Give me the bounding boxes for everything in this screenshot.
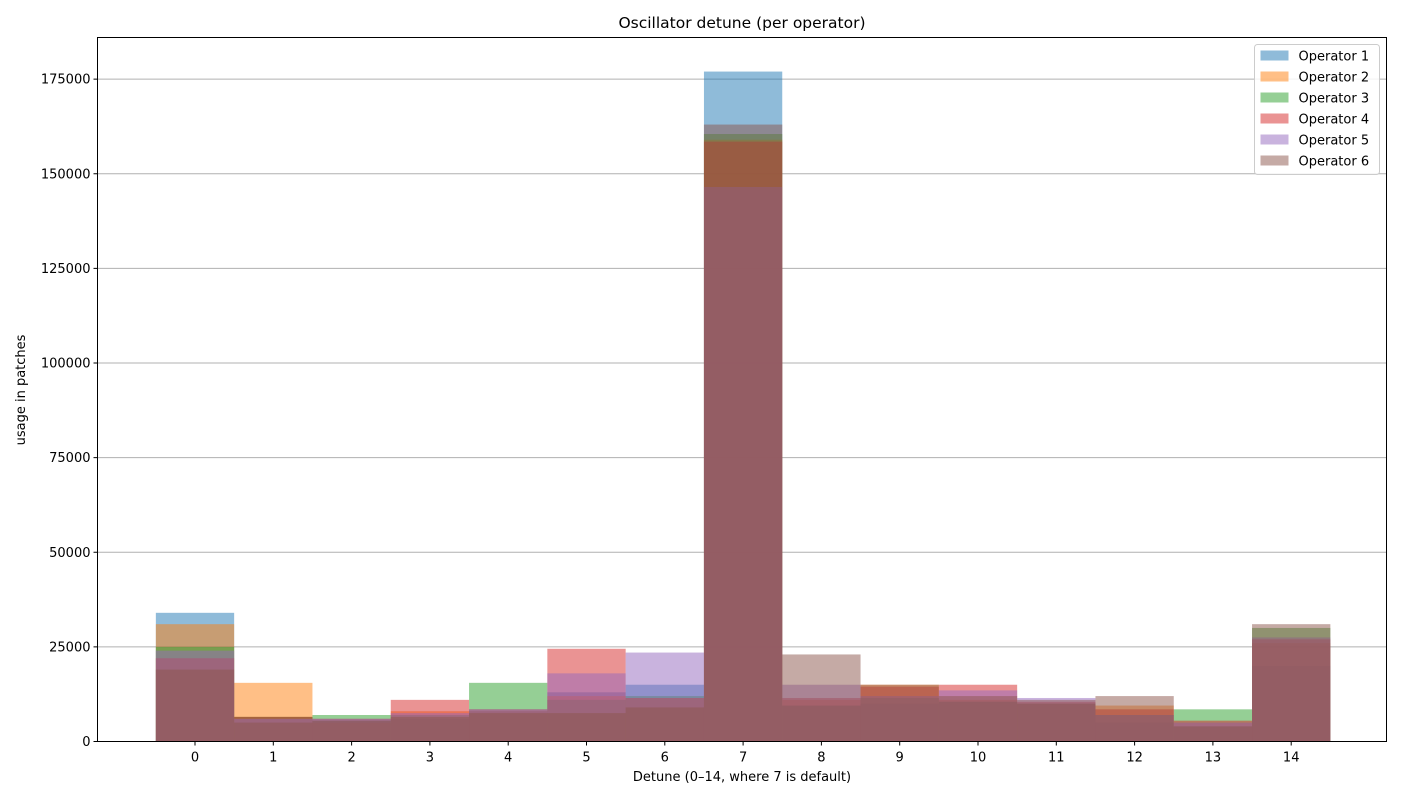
legend-label: Operator 3 [1299,92,1370,107]
x-tick-label: 14 [1283,751,1300,766]
legend-swatch [1260,50,1289,61]
bar [547,713,626,742]
bar [1173,726,1253,742]
y-tick-label: 150000 [41,167,91,182]
legend-label: Operator 5 [1299,134,1370,149]
chart-title: Oscillator detune (per operator) [618,14,865,32]
y-tick-label: 175000 [41,73,91,88]
x-tick-label: 4 [504,751,512,766]
legend-label: Operator 2 [1299,71,1370,86]
x-tick-label: 9 [896,751,904,766]
x-tick-label: 2 [347,751,355,766]
y-tick-label: 125000 [41,262,91,277]
x-tick-label: 1 [269,751,277,766]
bar [860,684,939,742]
y-tick-label: 25000 [49,640,90,655]
y-tick-label: 0 [82,735,90,750]
bar [1095,696,1174,742]
bar [234,722,313,742]
legend-swatch [1260,113,1289,124]
plot-frame [97,37,1387,742]
bar [1017,699,1096,742]
bar [938,696,1018,742]
x-tick-label: 7 [739,751,747,766]
x-tick-label: 11 [1048,751,1065,766]
x-tick-label: 0 [191,751,199,766]
x-axis-label: Detune (0–14, where 7 is default) [633,770,851,785]
y-tick-label: 50000 [49,546,90,561]
bar [1252,624,1331,742]
y-tick-label: 75000 [49,451,90,466]
bars [155,71,1331,742]
legend-swatch [1260,92,1289,103]
bar [782,654,861,742]
y-axis-ticks: 0 25000 50000 75000 100000 125000 150000 175000 [41,73,98,750]
legend-label: Operator 4 [1299,113,1370,128]
x-tick-label: 8 [817,751,825,766]
legend-swatch [1260,155,1289,166]
legend-swatch [1260,71,1289,82]
x-tick-label: 5 [582,751,590,766]
bar [312,720,391,742]
x-tick-label: 6 [661,751,669,766]
legend-label: Operator 6 [1299,155,1370,170]
y-tick-label: 100000 [41,357,91,372]
legend-label: Operator 1 [1299,50,1370,65]
legend-swatch [1260,134,1289,145]
x-tick-label: 10 [970,751,987,766]
legend: Operator 1 Operator 2 Operator 3 Operator 4… [1254,44,1380,175]
bar [155,669,235,742]
bar [469,713,548,742]
y-axis-label: usage in patches [14,334,29,445]
bar [625,707,704,742]
bar [390,716,470,742]
x-tick-label: 3 [426,751,434,766]
x-axis-ticks: 0 1 2 3 4 5 6 7 8 9 10 11 12 13 14 [191,741,1300,766]
bar [703,124,783,742]
x-tick-label: 13 [1205,751,1222,766]
x-tick-label: 12 [1126,751,1143,766]
series-6 [155,124,1331,742]
